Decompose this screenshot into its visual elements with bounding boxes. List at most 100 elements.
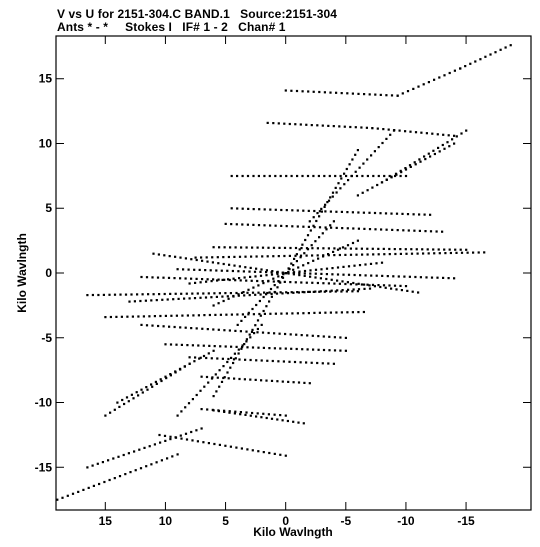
data-point	[308, 290, 311, 293]
data-point	[123, 402, 126, 406]
data-point	[150, 299, 153, 302]
data-point	[216, 357, 219, 360]
data-point	[423, 213, 426, 216]
data-point	[289, 246, 292, 250]
data-point	[228, 263, 231, 266]
data-point	[174, 292, 177, 295]
data-point	[406, 213, 410, 216]
data-point	[350, 174, 353, 178]
data-point	[198, 357, 201, 360]
data-point	[191, 398, 194, 401]
data-point	[131, 315, 134, 318]
data-point	[262, 451, 265, 454]
data-point	[441, 143, 444, 147]
data-point	[363, 227, 366, 230]
data-point	[309, 269, 312, 272]
data-point	[406, 90, 410, 93]
data-point	[381, 141, 384, 145]
data-point	[306, 248, 310, 251]
data-point	[257, 291, 260, 294]
data-point	[427, 252, 430, 255]
data-point	[228, 410, 231, 413]
data-point	[240, 447, 243, 450]
data-point	[124, 473, 127, 476]
data-point	[321, 124, 324, 127]
data-point	[442, 133, 445, 136]
data-point	[282, 273, 285, 276]
data-point	[231, 269, 234, 273]
data-point	[235, 291, 238, 295]
data-point	[163, 434, 167, 437]
data-point	[347, 265, 351, 268]
data-point	[443, 147, 446, 150]
data-point	[447, 134, 450, 137]
data-point	[203, 314, 206, 317]
data-point	[241, 223, 244, 226]
data-point	[331, 191, 335, 194]
data-point	[351, 211, 354, 214]
data-point	[331, 267, 334, 270]
data-point	[238, 358, 241, 361]
data-point	[383, 174, 386, 178]
data-point	[202, 354, 206, 358]
data-point	[166, 457, 169, 460]
data-point	[292, 291, 295, 294]
data-point	[152, 252, 155, 255]
data-point	[267, 246, 270, 249]
data-point	[303, 272, 306, 275]
data-point	[361, 253, 364, 256]
data-point	[257, 224, 261, 227]
data-point	[356, 290, 359, 293]
data-point	[184, 326, 187, 329]
data-point	[184, 406, 187, 409]
data-point	[162, 276, 165, 279]
data-point	[244, 413, 247, 416]
data-point	[155, 299, 158, 302]
data-point	[251, 328, 254, 331]
data-point	[298, 248, 301, 251]
data-point	[365, 126, 368, 129]
data-point	[297, 421, 300, 424]
data-point	[345, 167, 348, 171]
data-point	[256, 319, 260, 322]
data-point	[388, 247, 391, 251]
data-point	[477, 251, 480, 254]
data-point	[404, 130, 407, 133]
data-point	[390, 212, 393, 215]
data-point	[288, 360, 291, 363]
data-point	[272, 255, 275, 258]
data-point	[332, 220, 335, 223]
data-point	[333, 247, 336, 250]
data-point	[195, 429, 198, 432]
data-point	[444, 252, 447, 255]
data-point	[265, 305, 268, 308]
data-point	[251, 449, 254, 452]
data-point	[238, 277, 241, 280]
x-tick-label: 15	[99, 514, 113, 528]
data-point	[207, 442, 210, 445]
data-point	[413, 229, 416, 232]
data-point	[401, 212, 404, 215]
data-point	[277, 360, 280, 363]
data-point	[399, 248, 402, 251]
data-point	[363, 93, 366, 96]
data-point	[362, 162, 365, 165]
data-point	[249, 266, 252, 269]
data-point	[327, 254, 330, 257]
data-point	[356, 149, 359, 152]
data-point	[394, 174, 397, 178]
data-point	[429, 155, 432, 158]
data-point	[260, 379, 263, 382]
data-point	[322, 348, 326, 352]
data-point	[307, 262, 310, 265]
data-point	[223, 410, 226, 413]
data-point	[294, 123, 297, 126]
data-point	[329, 311, 332, 314]
data-point	[297, 381, 301, 384]
data-point	[122, 453, 125, 457]
data-point	[344, 282, 347, 286]
data-point	[420, 131, 423, 134]
data-point	[173, 325, 176, 329]
data-point	[399, 169, 402, 172]
data-point	[256, 246, 259, 249]
